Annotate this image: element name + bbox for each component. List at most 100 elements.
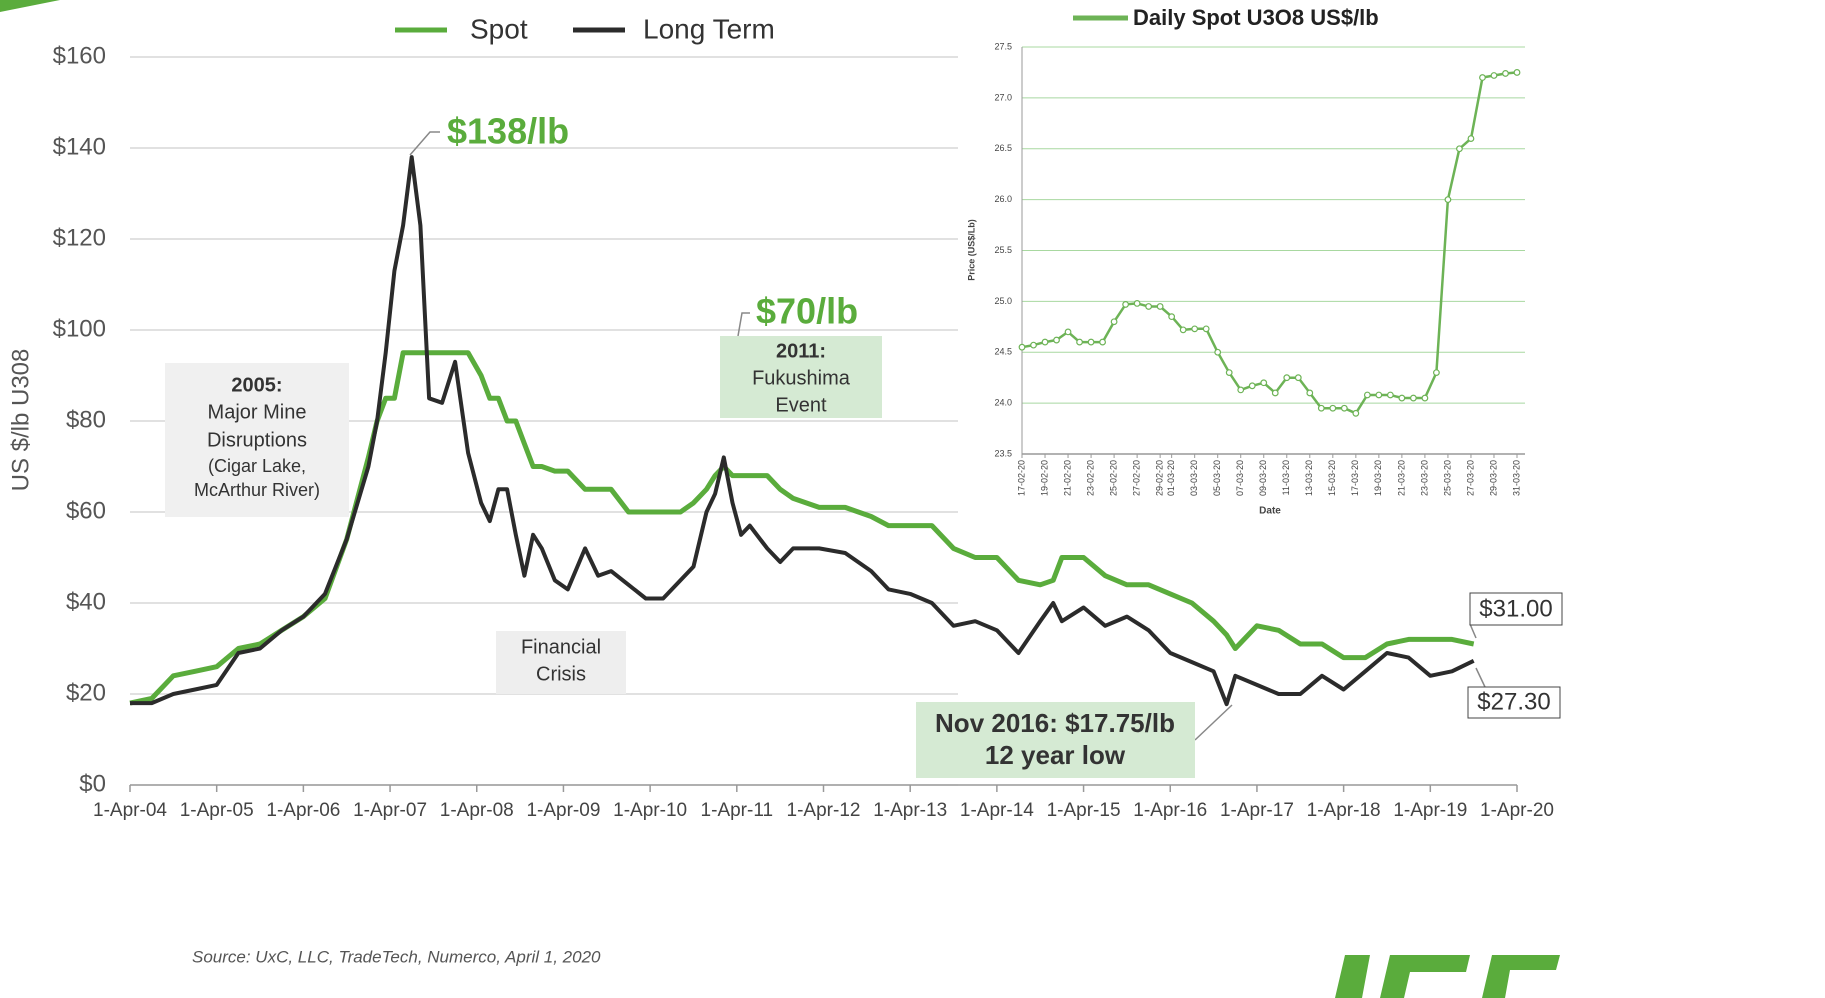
x-tick-label: 1-Apr-16 [1133,800,1207,821]
annotation: $138/lb [447,111,569,152]
annotation: Crisis [536,663,586,685]
x-tick-label: 1-Apr-07 [353,800,427,821]
annotation: Major Mine [208,401,307,423]
annotation: (Cigar Lake, [208,456,306,476]
marker [1317,404,1325,412]
logo [1335,955,1560,998]
x-tick-label: 09-03-20 [1258,460,1268,496]
marker [1421,394,1429,402]
x-tick-label: 27-02-20 [1131,460,1141,496]
y-tick-label: 25.5 [994,245,1012,255]
marker [1076,338,1083,346]
marker [1168,313,1176,321]
y-axis-label: US $/lb U308 [7,349,34,492]
y-tick-label: 27.5 [994,41,1012,51]
y-tick-label: 24.5 [994,347,1012,357]
annotation: 2011: [776,340,826,362]
marker [1306,389,1314,397]
annotation: 12 year low [985,740,1126,770]
y-tick-label: 25.0 [994,296,1012,306]
x-tick-label: 29-03-20 [1488,460,1498,496]
line-series [129,350,1475,706]
marker [1283,374,1291,382]
x-tick-label: 1-Apr-08 [440,800,514,821]
annotation-box [165,363,349,517]
marker [1030,341,1037,349]
marker [1053,336,1060,344]
x-tick-label: 05-03-20 [1212,460,1222,496]
y-tick-label: $20 [66,679,106,706]
annotation: Event [775,394,827,416]
x-tick-label: 25-02-20 [1108,460,1118,496]
y-tick-label: $40 [66,588,106,615]
marker [1375,391,1383,399]
y-tick-label: $140 [53,133,106,160]
legend: Spot Long Term [395,13,775,44]
marker [1110,318,1118,326]
marker [1099,338,1106,346]
x-tick-label: 1-Apr-18 [1307,800,1381,821]
marker [1041,338,1049,346]
y-tick-label: 26.5 [994,143,1012,153]
inset-chart: Daily Spot U3O8 US$/lb Price (US$/Lb) Da… [960,0,1560,522]
annotation: $70/lb [756,291,858,332]
x-tick-label: 23-02-20 [1085,460,1095,496]
marker [1064,328,1072,336]
x-tick-label: 1-Apr-10 [613,800,687,821]
marker [1502,70,1509,77]
marker [1444,196,1452,204]
line-series [1021,71,1518,415]
marker [1490,72,1498,79]
marker [1156,303,1164,310]
x-tick-label: 17-02-20 [1016,460,1026,496]
annotation-box [1469,592,1563,626]
marker [1409,394,1417,402]
marker [1145,303,1153,310]
y-tick-label: $60 [66,497,106,524]
inset-background [960,0,1560,522]
y-tick-label: 26.0 [994,194,1012,204]
leader-line [1475,667,1486,688]
leader-line [1469,623,1477,639]
marker [1248,382,1256,390]
annotation: Fukushima [752,367,851,389]
marker [1363,391,1371,399]
marker [1340,404,1348,412]
x-tick-label: 1-Apr-13 [873,800,947,821]
leader-line [409,131,440,156]
annotation: $27.30 [1477,688,1550,715]
marker [1122,301,1130,308]
leader-line [1194,704,1233,741]
inset-y-label: Price (US$/Lb) [966,219,976,281]
x-tick-label: 17-03-20 [1350,460,1360,496]
marker [1456,145,1463,153]
x-tick-label: 13-03-20 [1304,460,1314,496]
x-tick-label: 1-Apr-15 [1047,800,1121,821]
x-tick-label: 31-03-20 [1511,460,1521,496]
marker [1398,394,1406,402]
marker [1018,343,1026,351]
x-tick-label: 1-Apr-20 [1480,800,1554,821]
x-tick-label: 1-Apr-14 [960,800,1034,821]
marker [1513,69,1521,76]
x-tick-label: 15-03-20 [1327,460,1337,496]
marker [1352,409,1360,417]
x-tick-label: 07-03-20 [1235,460,1245,496]
legend-label: Long Term [643,13,775,44]
marker [1433,369,1440,377]
x-tick-label: 1-Apr-09 [526,800,600,821]
marker [1294,374,1302,382]
x-tick-label: 03-03-20 [1189,460,1199,496]
y-tick-label: $120 [53,224,106,251]
y-tick-label: 23.5 [994,448,1012,458]
y-tick-label: $100 [53,315,106,342]
annotation: Financial [521,636,601,658]
x-tick-label: 1-Apr-19 [1393,800,1467,821]
y-tick-label: $80 [66,406,106,433]
marker [1202,325,1210,333]
marker [1191,325,1199,333]
annotation-box [916,702,1195,778]
marker [1329,404,1337,412]
inset-x-label: Date [1259,506,1281,517]
x-tick-label: 1-Apr-11 [701,800,774,821]
